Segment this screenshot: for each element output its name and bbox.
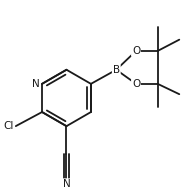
Text: O: O <box>132 46 140 56</box>
Text: B: B <box>113 65 120 75</box>
Text: O: O <box>132 79 140 89</box>
Text: N: N <box>32 79 40 89</box>
Text: N: N <box>63 179 70 189</box>
Text: Cl: Cl <box>4 121 14 131</box>
